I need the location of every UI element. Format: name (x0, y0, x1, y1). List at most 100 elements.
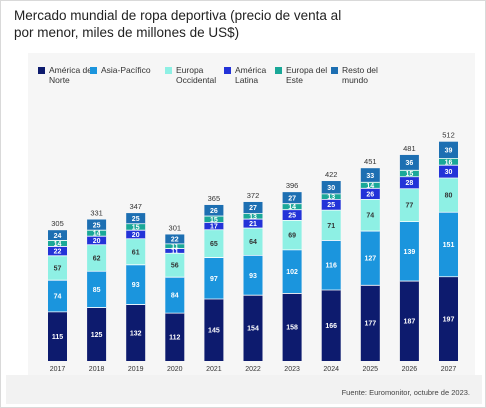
value-label-resto-del-mundo-2017: 24 (54, 233, 62, 240)
bar-america-del-norte-2026 (399, 281, 419, 361)
bar-asia-pacifico-2019 (126, 264, 146, 305)
bar-europa-del-este-2022 (243, 213, 263, 220)
value-label-america-latina-2022: 21 (249, 221, 257, 228)
bar-resto-del-mundo-2026 (399, 154, 419, 171)
bar-resto-del-mundo-2019 (126, 213, 146, 224)
value-label-resto-del-mundo-2025: 33 (366, 173, 374, 180)
bar-asia-pacifico-2018 (87, 271, 107, 308)
bar-europa-occidental-2017 (48, 255, 67, 281)
value-label-america-latina-2020: 11 (171, 248, 179, 255)
bar-europa-occidental-2022 (243, 228, 263, 256)
value-label-asia-pacifico-2023: 102 (286, 269, 298, 276)
value-label-america-del-norte-2019: 132 (130, 330, 142, 337)
total-label-2027: 512 (442, 131, 455, 140)
value-label-europa-occidental-2027: 80 (445, 193, 453, 200)
value-label-europa-occidental-2021: 65 (210, 241, 218, 248)
value-label-america-latina-2023: 25 (288, 213, 296, 220)
bar-europa-occidental-2020 (165, 253, 185, 278)
value-label-america-del-norte-2021: 145 (208, 328, 220, 335)
plot-panel: América del Norte Asia-Pacífico Europa Occid… (28, 53, 475, 375)
value-label-europa-occidental-2020: 56 (171, 263, 179, 270)
bar-america-latina-2020 (165, 248, 185, 254)
total-label-2026: 481 (403, 144, 416, 153)
bar-europa-occidental-2019 (126, 238, 146, 265)
value-label-asia-pacifico-2026: 139 (404, 249, 416, 256)
value-label-europa-del-este-2024: 13 (327, 194, 335, 201)
bar-america-del-norte-2024 (321, 290, 341, 361)
bar-europa-occidental-2027 (439, 178, 458, 213)
value-label-europa-del-este-2027: 16 (445, 159, 453, 166)
bar-europa-occidental-2021 (204, 229, 224, 258)
bar-asia-pacifico-2026 (399, 221, 419, 282)
x-tick-label-2021: 2021 (206, 366, 222, 373)
bar-europa-del-este-2021 (204, 216, 224, 223)
bar-europa-occidental-2023 (282, 220, 302, 250)
total-label-2023: 396 (286, 181, 299, 190)
stacked-bar-chart: América del Norte Asia-Pacífico Europa Occid… (38, 65, 458, 373)
value-label-europa-occidental-2026: 77 (406, 203, 414, 210)
value-label-america-del-norte-2026: 187 (404, 319, 416, 326)
bar-resto-del-mundo-2022 (243, 201, 263, 214)
bar-europa-del-este-2026 (399, 170, 419, 177)
value-label-america-del-norte-2018: 125 (91, 332, 103, 339)
bar-america-latina-2027 (439, 165, 458, 179)
bar-asia-pacifico-2027 (439, 212, 458, 277)
value-label-europa-del-este-2017: 14 (54, 241, 62, 248)
x-tick-label-2018: 2018 (89, 366, 105, 373)
x-tick-label-2027: 2027 (441, 366, 457, 373)
value-label-resto-del-mundo-2024: 30 (327, 185, 335, 192)
footer-bar: Fuente: Euromonitor, octubre de 2023. (6, 375, 482, 404)
value-label-america-del-norte-2024: 166 (325, 323, 337, 330)
bar-resto-del-mundo-2017 (48, 230, 67, 241)
value-label-europa-occidental-2022: 64 (249, 239, 257, 246)
x-tick-label-2017: 2017 (50, 366, 66, 373)
total-label-2020: 301 (169, 223, 182, 232)
value-label-america-latina-2017: 22 (54, 249, 62, 256)
bar-america-latina-2022 (243, 219, 263, 229)
value-label-asia-pacifico-2018: 85 (93, 287, 101, 294)
value-label-europa-occidental-2019: 61 (132, 249, 140, 256)
x-tick-label-2022: 2022 (245, 366, 261, 373)
bar-resto-del-mundo-2024 (321, 181, 341, 194)
value-label-america-del-norte-2025: 177 (364, 321, 376, 328)
legend-swatch-asia-pacifico (90, 67, 97, 74)
value-label-america-del-norte-2022: 154 (247, 326, 259, 333)
value-label-europa-del-este-2018: 14 (93, 231, 101, 238)
bar-america-del-norte-2021 (204, 299, 224, 361)
bar-europa-del-este-2023 (282, 203, 302, 210)
x-tick-label-2024: 2024 (323, 366, 339, 373)
legend-swatch-america-del-norte (38, 67, 45, 74)
bar-asia-pacifico-2021 (204, 257, 224, 300)
bar-europa-del-este-2027 (439, 158, 458, 166)
legend-label-america-del-norte: América del Norte (49, 65, 94, 85)
total-label-2021: 365 (208, 194, 221, 203)
legend-swatch-resto-del-mundo (331, 67, 338, 74)
value-label-america-latina-2018: 20 (93, 238, 101, 245)
bar-asia-pacifico-2023 (282, 249, 302, 294)
value-label-resto-del-mundo-2021: 26 (210, 208, 218, 215)
bar-europa-occidental-2025 (360, 199, 380, 232)
bar-america-del-norte-2025 (360, 285, 380, 361)
x-tick-label-2020: 2020 (167, 366, 183, 373)
value-label-america-latina-2021: 17 (210, 224, 218, 231)
legend-swatch-america-latina (224, 67, 231, 74)
legend-swatch-europa-occidental (165, 67, 172, 74)
bar-america-del-norte-2023 (282, 293, 302, 361)
bar-america-del-norte-2020 (165, 313, 185, 361)
value-label-asia-pacifico-2024: 116 (326, 263, 337, 270)
chart-title: Mercado mundial de ropa deportiva (preci… (14, 8, 342, 40)
bar-america-del-norte-2022 (243, 295, 263, 361)
bar-resto-del-mundo-2021 (204, 204, 224, 217)
value-label-europa-del-este-2019: 15 (132, 224, 140, 231)
bar-america-del-norte-2018 (87, 307, 107, 361)
value-label-europa-del-este-2020: 11 (171, 244, 179, 251)
bar-asia-pacifico-2025 (360, 231, 380, 286)
value-label-america-latina-2024: 25 (327, 202, 335, 209)
legend-label-america-latina: América Latina (235, 65, 266, 85)
bar-europa-del-este-2025 (360, 182, 380, 189)
legend-label-resto-del-mundo: Resto del mundo (342, 65, 378, 85)
value-label-america-latina-2025: 26 (366, 191, 374, 198)
bar-europa-del-este-2020 (165, 243, 185, 249)
bar-europa-occidental-2024 (321, 210, 341, 241)
total-label-2018: 331 (90, 208, 103, 217)
